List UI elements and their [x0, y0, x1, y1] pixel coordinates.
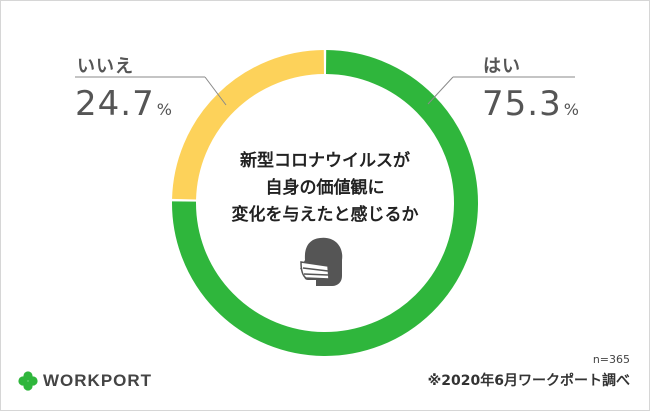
donut-slice-no	[172, 50, 325, 200]
logo-wordmark: WORKPORT	[43, 371, 153, 390]
donut-slice-yes	[172, 50, 478, 356]
legend-label-no: いいえ	[77, 56, 134, 77]
chart-title-line-3: 変化を与えたと感じるか	[231, 205, 419, 225]
face-mask-icon	[300, 237, 343, 286]
leader-line-no-diag	[204, 76, 227, 106]
data-label-no-value: 24.7	[75, 84, 155, 124]
clover-logo-icon	[18, 371, 38, 391]
leader-line-yes-diag	[427, 76, 454, 105]
chart-title-line-2: 自身の価値観に	[265, 178, 385, 198]
data-label-yes-unit: %	[563, 100, 580, 119]
source-note: ※2020年6月ワークポート調べ	[427, 373, 630, 389]
data-label-no: 24.7%	[75, 84, 173, 124]
data-label-no-unit: %	[156, 100, 173, 119]
sample-size: n=365	[592, 353, 630, 366]
workport-logo: WORKPORT	[18, 371, 152, 391]
data-label-yes-value: 75.3	[482, 84, 562, 124]
chart-title: 新型コロナウイルスが 自身の価値観に 変化を与えたと感じるか	[205, 148, 445, 229]
chart-title-line-1: 新型コロナウイルスが	[240, 151, 410, 171]
data-label-yes: 75.3%	[482, 84, 580, 124]
legend-label-yes: はい	[483, 56, 521, 77]
